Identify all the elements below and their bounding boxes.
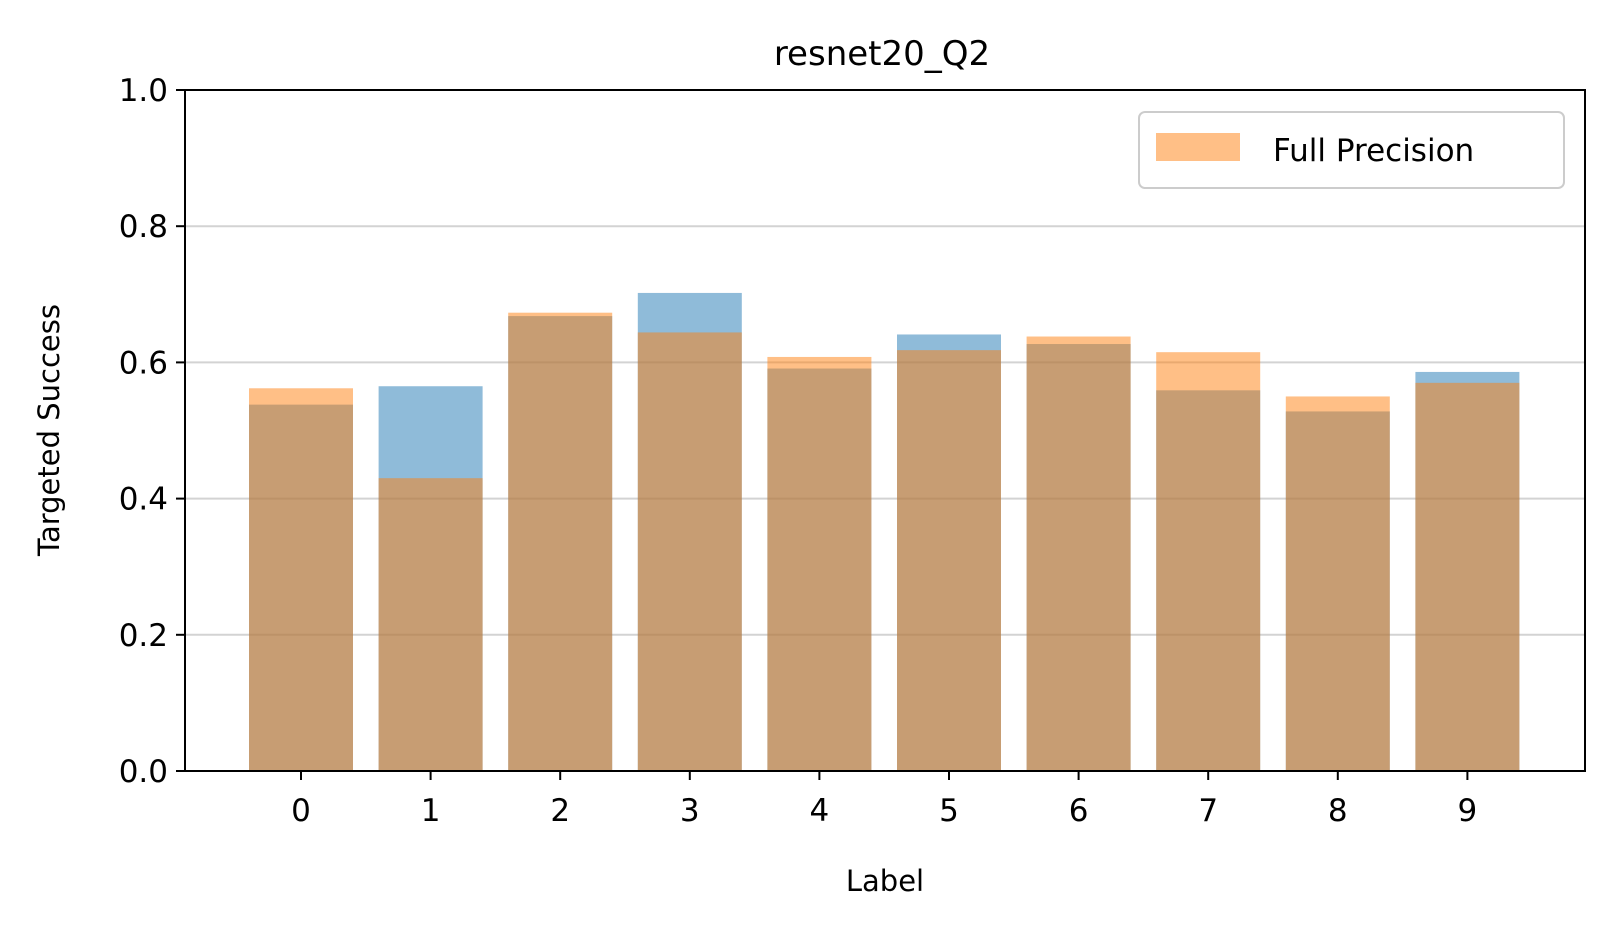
legend-label-full-precision: Full Precision	[1273, 133, 1474, 169]
legend-box	[1138, 111, 1565, 189]
y-axis-label: Targeted Success	[32, 304, 66, 557]
chart-title: resnet20_Q2	[774, 34, 990, 74]
y-tick-label: 0.2	[119, 618, 168, 654]
legend: Full Precision	[1138, 111, 1565, 189]
y-tick-label: 0.0	[119, 754, 168, 790]
x-axis-label: Label	[846, 864, 924, 898]
x-tick-label: 8	[1328, 793, 1348, 829]
x-tick-label: 9	[1458, 793, 1478, 829]
bar-series1-4	[767, 356, 872, 771]
y-tick-label: 0.8	[119, 209, 168, 245]
x-tick-label: 1	[421, 793, 441, 829]
bars	[249, 292, 1520, 771]
bar-series1-7	[1156, 352, 1261, 771]
bar-series1-8	[1285, 396, 1390, 771]
y-tick-label: 1.0	[119, 73, 168, 109]
bar-series1-9	[1415, 382, 1520, 771]
bar-series1-5	[897, 350, 1001, 771]
x-tick-label: 2	[550, 793, 570, 829]
bar-series1-6	[1026, 336, 1131, 771]
x-tick-label: 5	[939, 793, 959, 829]
legend-swatch-full-precision	[1156, 133, 1240, 161]
bar-series1-1	[378, 478, 483, 771]
y-tick-label: 0.4	[119, 482, 168, 518]
bar-series1-3	[637, 332, 742, 771]
x-tick-label: 3	[680, 793, 700, 829]
x-tick-label: 7	[1198, 793, 1218, 829]
x-tick-label: 0	[291, 793, 311, 829]
y-tick-label: 0.6	[119, 345, 168, 381]
x-tick-label: 6	[1069, 793, 1089, 829]
x-axis: 0 1 2 3 4 5 6 7 8 9	[291, 771, 1477, 829]
bar-series1-2	[508, 312, 613, 771]
bar-series1-0	[249, 388, 353, 771]
x-tick-label: 4	[810, 793, 830, 829]
plot-frame	[184, 89, 1586, 772]
y-axis: 0.0 0.2 0.4 0.6 0.8 1.0	[119, 73, 185, 790]
